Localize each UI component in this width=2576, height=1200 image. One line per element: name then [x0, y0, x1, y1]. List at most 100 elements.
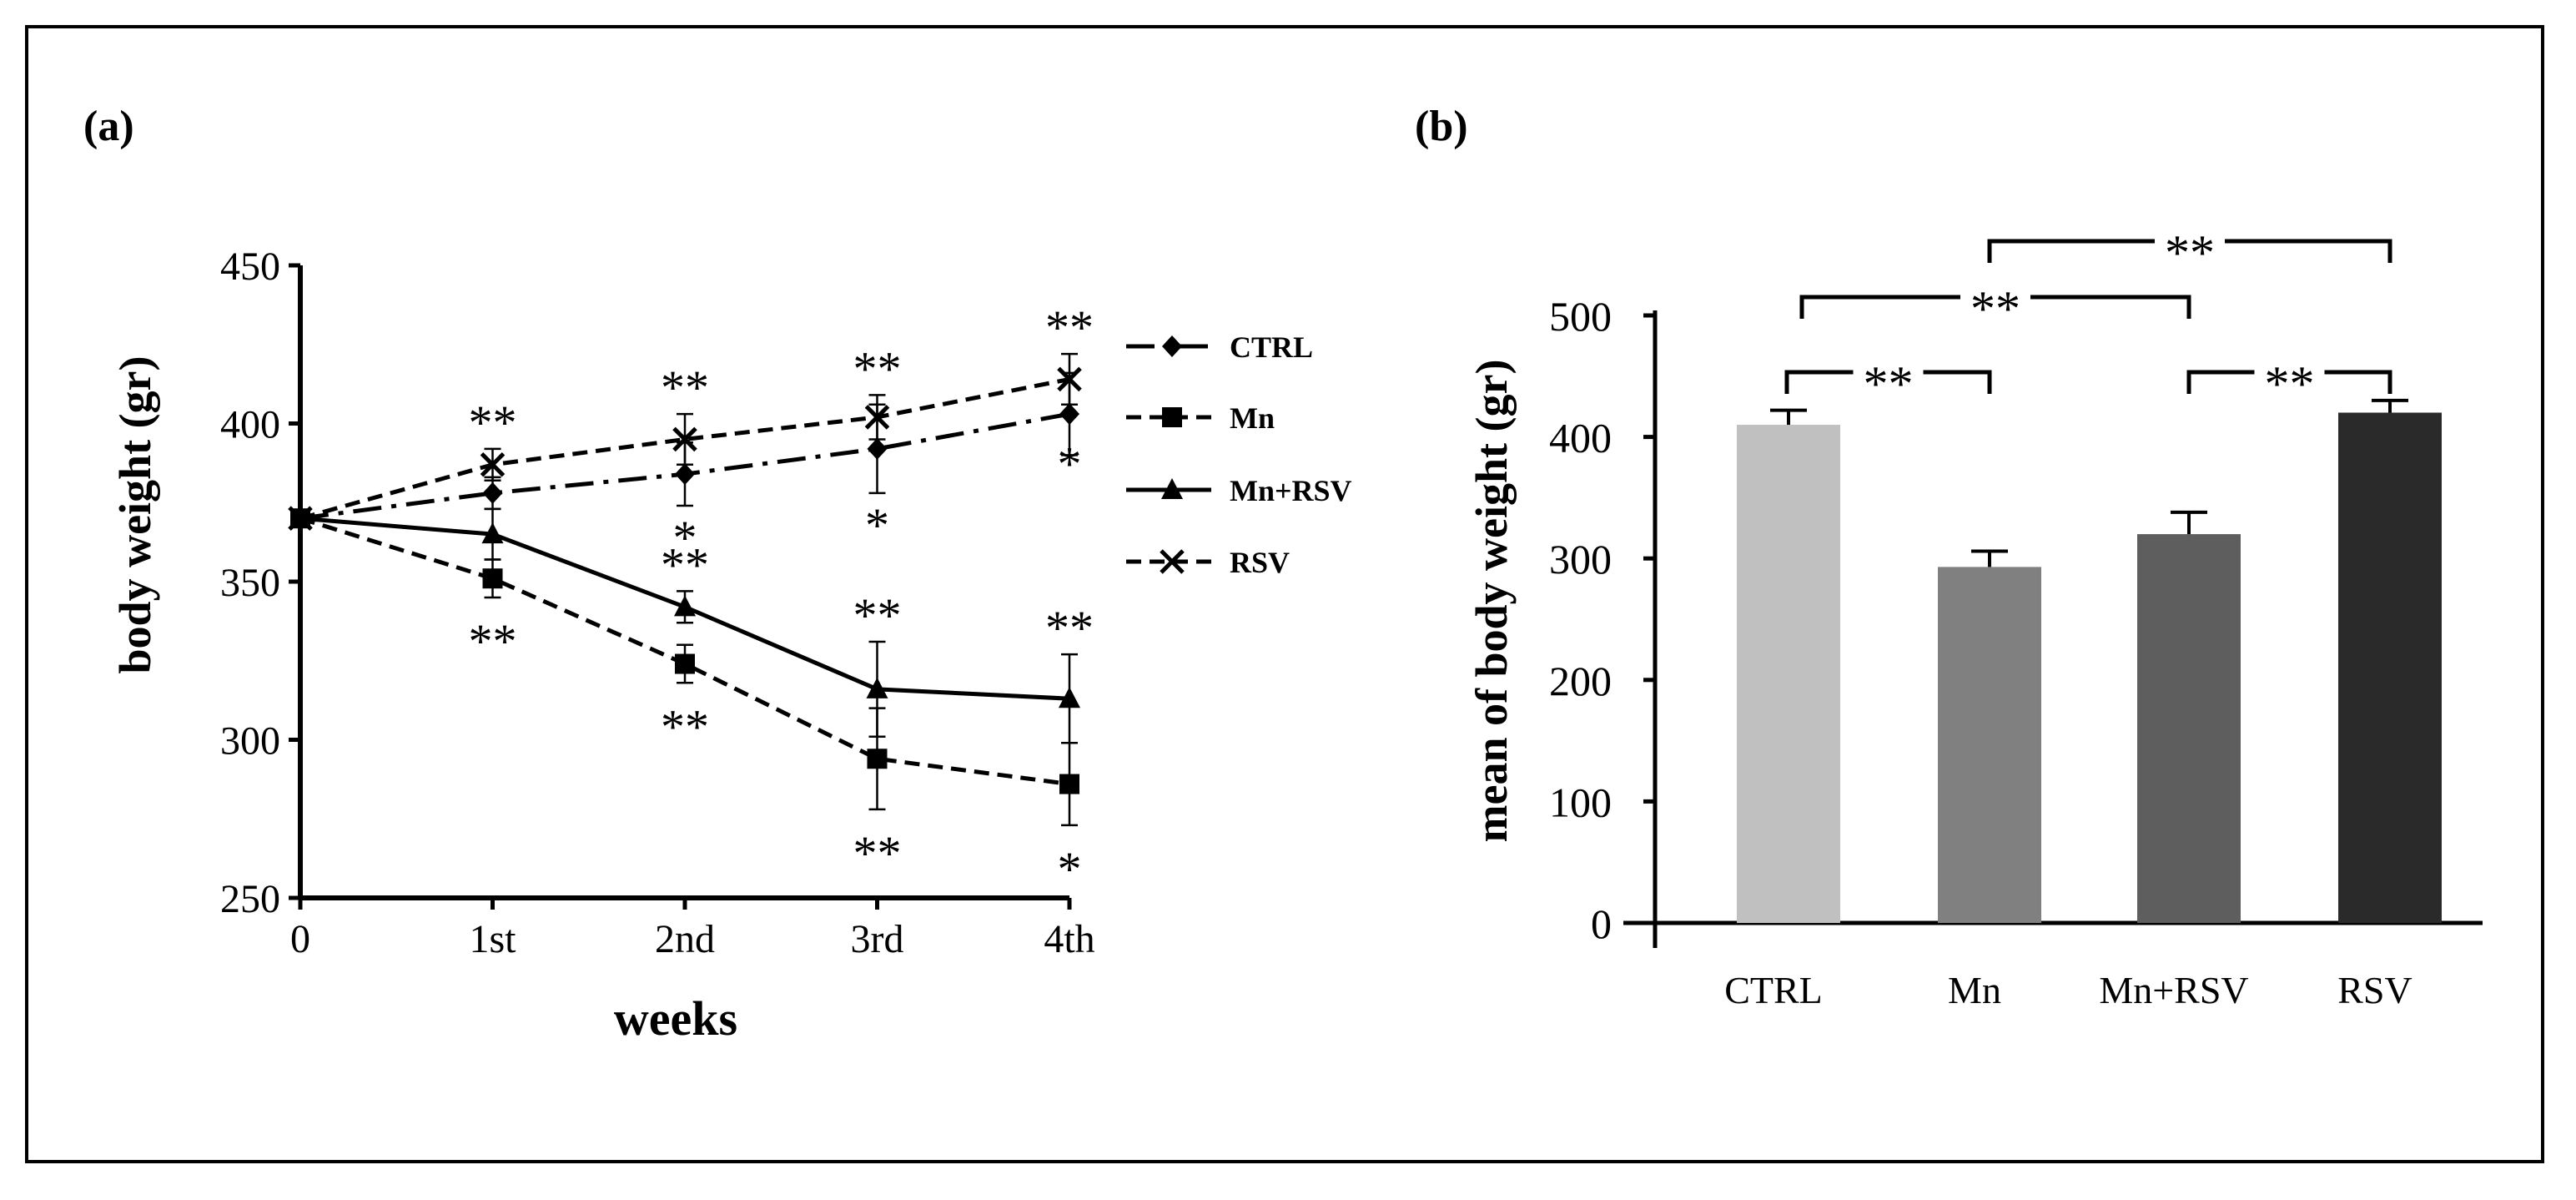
x-marker-stroke — [1160, 549, 1185, 574]
bar-mn-rsv-error-bar — [2171, 510, 2207, 535]
bar-mn-error-bar — [1971, 549, 2008, 567]
series-mn-rsv-triangle-marker — [1059, 687, 1080, 708]
legend-mn-square-marker — [1162, 407, 1182, 427]
panel-a-x-axis-title: weeks — [614, 991, 737, 1046]
panel-a-legend: CTRL Mn Mn+RSV RSV — [1126, 330, 1352, 579]
series-mn-rsv-significance-mark: ** — [661, 537, 709, 592]
series-ctrl-significance-mark: * — [1058, 436, 1082, 491]
panel-b-y-tick-label: 200 — [1549, 658, 1612, 704]
panel-b-significance-brackets: ** ** ** ** — [1784, 225, 2392, 411]
series-ctrl-diamond-marker — [867, 437, 888, 460]
series-ctrl-diamond-marker — [1059, 403, 1079, 426]
panel-a-y-tick-label: 300 — [220, 719, 280, 764]
panel-a-y-axis-title: body weight (gr) — [110, 356, 160, 674]
legend-rsv-item: RSV — [1126, 546, 1290, 579]
series-mn-significance-mark: ** — [853, 826, 902, 880]
series-mn-square-marker — [675, 653, 695, 674]
legend-ctrl-item: CTRL — [1126, 330, 1313, 364]
x-marker-stroke — [1057, 366, 1082, 392]
series-rsv-x-marker — [480, 452, 506, 477]
panel-b-x-tick-label: RSV — [2337, 969, 2412, 1011]
panel-a-x-tick-label: 4th — [1044, 917, 1094, 961]
series-ctrl-diamond-marker — [675, 463, 695, 486]
series-mn-square-marker — [482, 568, 503, 589]
legend-mn-rsv-triangle-marker — [1161, 478, 1183, 499]
legend-mn-rsv-item: Mn+RSV — [1126, 474, 1352, 507]
series-ctrl-significance-mark: * — [673, 511, 697, 565]
panel-b-bars — [1737, 398, 2442, 924]
panel-a-x-ticks: 0 1st 2nd 3rd 4th — [290, 898, 1095, 961]
series-rsv-x-marker — [1057, 366, 1082, 392]
series-mn-rsv-significance-mark: ** — [1045, 601, 1094, 655]
panel-a-label: (a) — [83, 103, 134, 150]
panel-b-label: (b) — [1415, 103, 1468, 150]
significance-bracket-mn-vs-rsv: ** — [1987, 225, 2392, 280]
panel-b-x-tick-label: Mn+RSV — [2099, 969, 2248, 1011]
bar-rsv — [2338, 412, 2442, 924]
series-mn-rsv-triangle-marker — [866, 677, 888, 698]
series-rsv-significance-mark: ** — [469, 396, 517, 450]
bracket-significance-label: ** — [2265, 356, 2315, 411]
bar-mn-rsv — [2137, 534, 2241, 923]
x-marker-stroke — [864, 405, 890, 430]
bracket-label-background — [2254, 362, 2325, 382]
bracket-label-background — [1853, 362, 1924, 382]
panel-a-x-tick-label: 2nd — [655, 917, 715, 961]
panel-a-x-tick-label: 0 — [290, 917, 310, 961]
panel-b-y-tick-label: 400 — [1549, 415, 1612, 461]
bracket-significance-label: ** — [1864, 356, 1914, 411]
panel-b-y-axis-title: mean of body weight (gr) — [1467, 360, 1517, 843]
bracket-significance-label: ** — [2165, 225, 2215, 280]
series-ctrl-significance-mark: * — [865, 498, 889, 552]
panel-b-y-tick-label: 500 — [1549, 293, 1612, 340]
legend-rsv-x-marker — [1160, 549, 1185, 574]
bracket-significance-label: ** — [1970, 281, 2020, 336]
bar-rsv-error-bar — [2372, 398, 2408, 413]
series-mn-rsv-significance-mark: ** — [853, 588, 902, 643]
figure-frame — [25, 25, 2544, 1163]
bracket-label-background — [1960, 287, 2030, 307]
legend-ctrl-label: CTRL — [1230, 330, 1313, 364]
panel-b-x-tick-label: CTRL — [1724, 969, 1823, 1011]
panel-b-x-ticks: CTRL Mn Mn+RSV RSV — [1724, 969, 2412, 1011]
series-rsv-x-marker — [864, 405, 890, 430]
significance-bracket-ctrl-vs-mn: ** — [1784, 356, 1992, 411]
bar-ctrl — [1737, 425, 1840, 923]
series-mn-significance-mark: * — [1058, 842, 1082, 896]
series-rsv-significance-mark: ** — [853, 341, 902, 396]
significance-bracket-mn-rsv-vs-rsv: ** — [2186, 356, 2392, 411]
legend-mn-rsv-label: Mn+RSV — [1230, 474, 1352, 507]
series-rsv-significance-mark: ** — [661, 361, 709, 415]
series-rsv-x-marker — [288, 506, 313, 531]
panel-a-y-tick-label: 350 — [220, 561, 280, 605]
series-mn-rsv-triangle-marker — [674, 595, 696, 617]
panel-b-x-tick-label: Mn — [1948, 969, 2001, 1011]
bar-ctrl-error-bar — [1770, 408, 1807, 426]
panel-a-x-tick-label: 3rd — [851, 917, 904, 961]
panel-a-y-ticks: 250 300 350 400 450 — [220, 245, 300, 921]
series-mn-square-marker — [867, 749, 888, 769]
series-mn-significance-mark: ** — [469, 614, 517, 668]
panel-a-y-tick-label: 400 — [220, 403, 280, 447]
panel-a-y-tick-label: 250 — [220, 877, 280, 921]
legend-mn-item: Mn — [1126, 401, 1275, 435]
legend-rsv-label: RSV — [1230, 546, 1290, 579]
x-marker-stroke — [480, 452, 506, 477]
series-mn-rsv-triangle-marker — [481, 522, 504, 544]
series-mn-significance-mark: ** — [661, 699, 709, 754]
legend-ctrl-diamond-marker — [1162, 335, 1182, 357]
legend-mn-label: Mn — [1230, 401, 1275, 435]
bar-mn — [1938, 567, 2041, 923]
x-marker-stroke — [288, 506, 313, 531]
series-rsv-x-marker — [672, 426, 697, 452]
series-mn-square-marker — [1059, 774, 1079, 794]
panel-a-x-tick-label: 1st — [469, 917, 516, 961]
panel-b-y-tick-label: 0 — [1591, 900, 1612, 947]
panel-a-y-tick-label: 450 — [220, 245, 280, 289]
x-marker-stroke — [672, 426, 697, 452]
panel-b-y-tick-label: 100 — [1549, 779, 1612, 825]
significance-bracket-ctrl-vs-mn-rsv: ** — [1799, 281, 2191, 336]
series-rsv-significance-mark: ** — [1045, 300, 1094, 355]
panel-b-y-ticks: 0 100 200 300 400 500 — [1549, 293, 1655, 947]
